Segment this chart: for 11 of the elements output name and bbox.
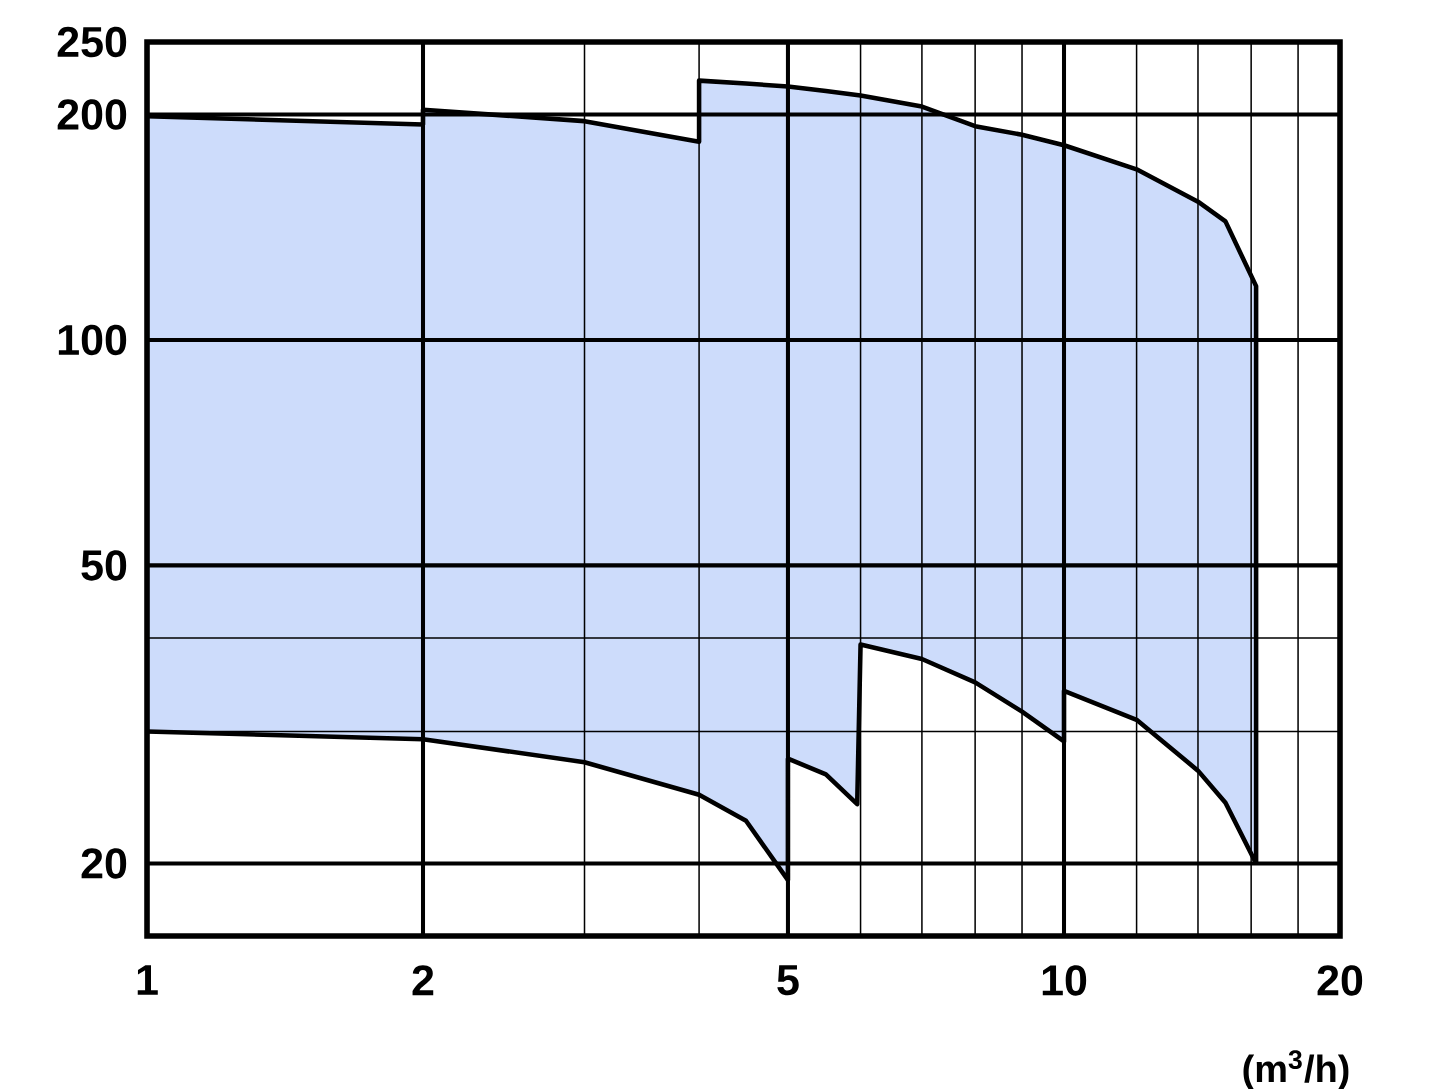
x-axis-title: (m$^{3}$/h) [1243,1050,1349,1089]
x-tick-label: 5 [777,965,799,996]
x-tick-label: 20 [1317,965,1363,996]
y-tick-label: 250 [57,26,127,58]
x-tick-label: 2 [412,965,434,996]
x-tick-label: 1 [137,965,158,995]
y-tick-label: 200 [57,99,127,130]
y-tick-label: 100 [58,324,127,356]
y-tick-label: 50 [81,550,127,581]
x-tick-label: 10 [1042,965,1087,996]
y-tick-label: 20 [81,848,127,879]
